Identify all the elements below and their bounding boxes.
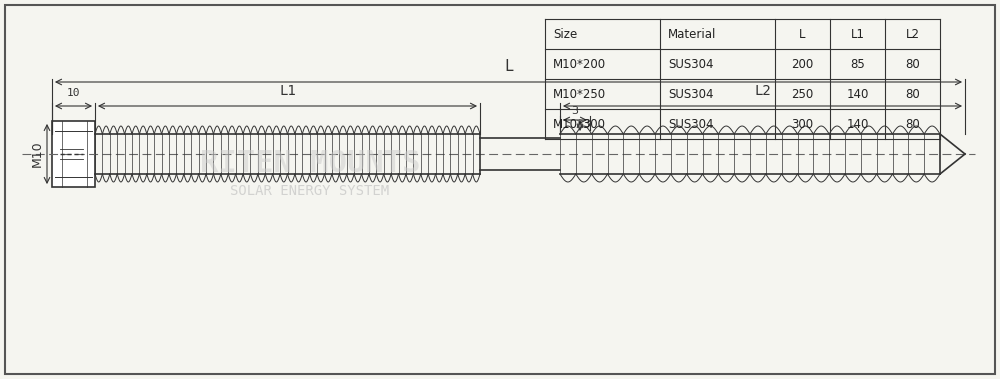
Text: 250: 250 [791, 88, 814, 100]
Text: 80: 80 [905, 88, 920, 100]
Text: 3: 3 [583, 119, 590, 129]
Text: L: L [504, 59, 513, 74]
Text: M10*300: M10*300 [553, 117, 606, 130]
Text: 140: 140 [846, 117, 869, 130]
Text: SUS304: SUS304 [668, 117, 714, 130]
Text: M10*200: M10*200 [553, 58, 606, 70]
Text: 85: 85 [850, 58, 865, 70]
Text: 10: 10 [67, 88, 80, 98]
Text: 300: 300 [791, 117, 814, 130]
Text: 80: 80 [905, 58, 920, 70]
Text: M10*250: M10*250 [553, 88, 606, 100]
Text: RITEN MOUNTS: RITEN MOUNTS [200, 149, 420, 179]
Text: 3: 3 [572, 106, 578, 116]
Text: 200: 200 [791, 58, 814, 70]
Text: SUS304: SUS304 [668, 88, 714, 100]
Text: SUS304: SUS304 [668, 58, 714, 70]
Text: SOLAR ENERGY SYSTEM: SOLAR ENERGY SYSTEM [230, 184, 390, 198]
Text: L2: L2 [754, 84, 771, 98]
Text: Size: Size [553, 28, 577, 41]
FancyBboxPatch shape [52, 121, 95, 187]
Text: L1: L1 [850, 28, 864, 41]
Text: 140: 140 [846, 88, 869, 100]
FancyBboxPatch shape [5, 5, 995, 374]
Text: L2: L2 [906, 28, 920, 41]
Text: L: L [799, 28, 806, 41]
Text: L1: L1 [279, 84, 296, 98]
Text: 80: 80 [905, 117, 920, 130]
Text: Material: Material [668, 28, 716, 41]
Text: M10: M10 [31, 141, 44, 167]
